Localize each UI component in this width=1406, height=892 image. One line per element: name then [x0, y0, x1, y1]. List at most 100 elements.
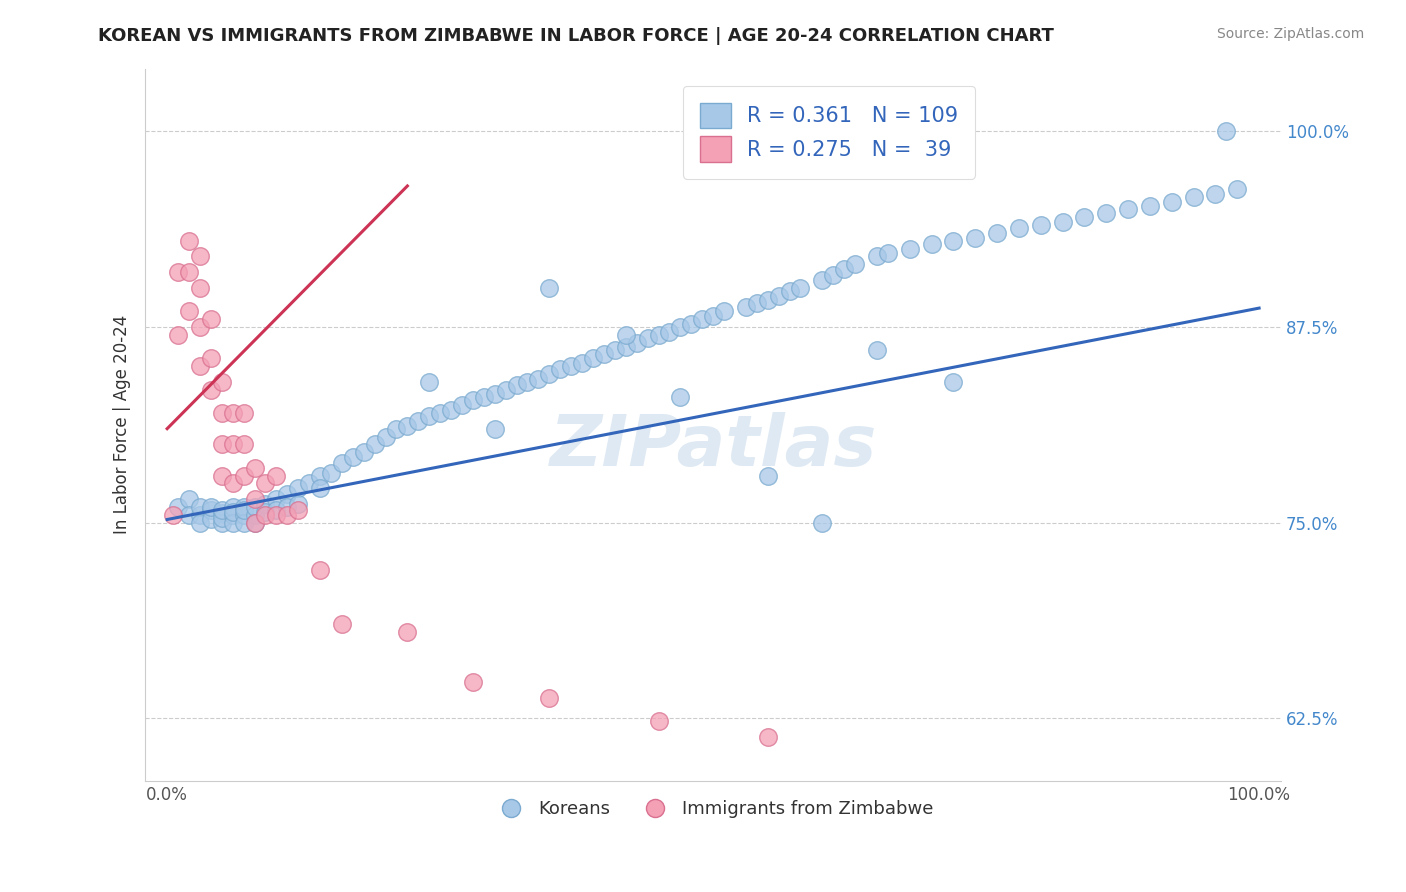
- Point: [603, 343, 626, 358]
- Point: [309, 468, 332, 483]
- Point: [560, 359, 582, 373]
- Point: [200, 512, 222, 526]
- Point: [342, 450, 364, 464]
- Point: [188, 508, 211, 522]
- Point: [232, 500, 254, 514]
- Point: [538, 281, 561, 295]
- Point: [211, 406, 233, 420]
- Point: [211, 375, 233, 389]
- Text: Source: ZipAtlas.com: Source: ZipAtlas.com: [1216, 27, 1364, 41]
- Point: [167, 500, 190, 514]
- Point: [451, 398, 474, 412]
- Point: [548, 362, 571, 376]
- Point: [832, 262, 855, 277]
- Point: [266, 468, 288, 483]
- Point: [188, 319, 211, 334]
- Point: [385, 422, 408, 436]
- Point: [942, 375, 965, 389]
- Point: [177, 492, 200, 507]
- Point: [221, 516, 243, 530]
- Point: [593, 346, 616, 360]
- Point: [188, 359, 211, 373]
- Point: [211, 468, 233, 483]
- Point: [538, 691, 561, 706]
- Point: [221, 508, 243, 522]
- Point: [571, 356, 593, 370]
- Point: [232, 437, 254, 451]
- Point: [200, 351, 222, 366]
- Point: [516, 375, 538, 389]
- Point: [276, 487, 298, 501]
- Point: [211, 503, 233, 517]
- Point: [221, 437, 243, 451]
- Point: [658, 325, 681, 339]
- Point: [538, 367, 561, 381]
- Point: [811, 516, 834, 530]
- Point: [472, 390, 495, 404]
- Point: [243, 460, 266, 475]
- Point: [461, 675, 484, 690]
- Point: [177, 265, 200, 279]
- Point: [527, 371, 550, 385]
- Point: [844, 257, 866, 271]
- Point: [756, 293, 779, 308]
- Point: [779, 284, 801, 298]
- Point: [266, 492, 288, 507]
- Point: [200, 500, 222, 514]
- Point: [232, 503, 254, 517]
- Point: [876, 246, 898, 260]
- Point: [484, 422, 506, 436]
- Point: [298, 476, 321, 491]
- Point: [211, 516, 233, 530]
- Point: [1215, 124, 1237, 138]
- Point: [232, 508, 254, 522]
- Point: [582, 351, 605, 366]
- Point: [614, 340, 637, 354]
- Point: [287, 481, 309, 495]
- Point: [287, 503, 309, 517]
- Point: [330, 617, 353, 632]
- Point: [735, 300, 758, 314]
- Point: [276, 508, 298, 522]
- Point: [221, 406, 243, 420]
- Point: [713, 304, 735, 318]
- Point: [243, 516, 266, 530]
- Point: [254, 476, 277, 491]
- Point: [330, 456, 353, 470]
- Point: [211, 437, 233, 451]
- Point: [866, 343, 889, 358]
- Point: [811, 273, 834, 287]
- Point: [221, 500, 243, 514]
- Point: [669, 319, 692, 334]
- Point: [1029, 218, 1052, 232]
- Text: ZIPatlas: ZIPatlas: [550, 411, 877, 481]
- Point: [287, 497, 309, 511]
- Point: [626, 335, 648, 350]
- Point: [942, 234, 965, 248]
- Point: [1052, 215, 1074, 229]
- Point: [188, 281, 211, 295]
- Point: [1204, 186, 1226, 201]
- Point: [188, 500, 211, 514]
- Point: [266, 503, 288, 517]
- Point: [921, 236, 943, 251]
- Point: [756, 468, 779, 483]
- Point: [319, 466, 342, 480]
- Point: [745, 296, 768, 310]
- Point: [276, 500, 298, 514]
- Point: [254, 508, 277, 522]
- Point: [1073, 211, 1095, 225]
- Point: [768, 288, 790, 302]
- Point: [177, 304, 200, 318]
- Point: [418, 409, 440, 424]
- Point: [986, 226, 1008, 240]
- Legend: Koreans, Immigrants from Zimbabwe: Koreans, Immigrants from Zimbabwe: [485, 793, 941, 825]
- Point: [1139, 199, 1161, 213]
- Point: [254, 505, 277, 519]
- Point: [461, 393, 484, 408]
- Point: [167, 265, 190, 279]
- Point: [823, 268, 845, 283]
- Point: [484, 387, 506, 401]
- Point: [167, 327, 190, 342]
- Point: [211, 506, 233, 520]
